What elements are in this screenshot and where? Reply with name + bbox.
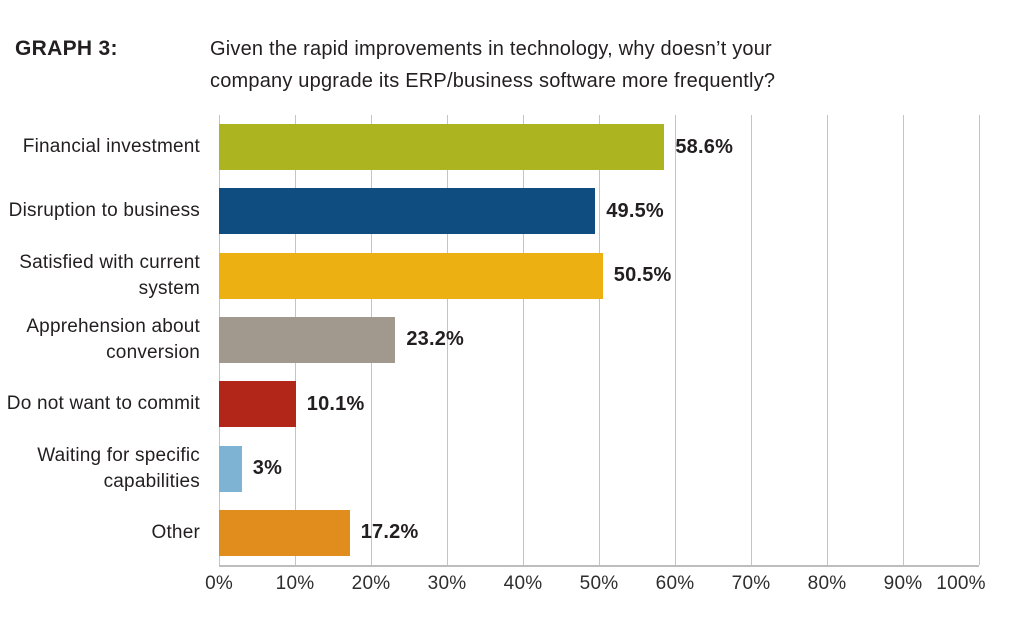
category-label: Disruption to business [8, 200, 200, 222]
bar-row: 58.6% [219, 115, 979, 179]
bar-row: 49.5% [219, 179, 979, 243]
category-label: Other [151, 521, 200, 543]
bar [219, 316, 396, 363]
x-tick-label: 90% [883, 573, 923, 594]
bar-row: 3% [219, 436, 979, 500]
gridline [447, 115, 448, 565]
gridline [599, 115, 600, 565]
x-tick-label: 50% [579, 573, 619, 594]
chart-title-line1: Given the rapid improvements in technolo… [210, 38, 772, 60]
chart-title: Given the rapid improvements in technolo… [210, 33, 910, 97]
category-label: Do not want to commit [6, 393, 200, 415]
x-tick-label: 80% [807, 573, 847, 594]
gridline [903, 115, 904, 565]
bar-row: 10.1% [219, 372, 979, 436]
x-tick-label: 0% [205, 573, 233, 594]
category-label: Satisfied with current system [19, 251, 200, 299]
bar-series: 58.6% 49.5% 50.5% 23.2% 10.1% 3% 17.2% [219, 115, 979, 565]
category-label: Waiting for specific capabilities [37, 444, 200, 492]
value-label: 10.1% [306, 392, 365, 415]
category-label: Apprehension about conversion [26, 315, 200, 363]
x-tick-label: 30% [427, 573, 467, 594]
bar [219, 509, 350, 556]
value-label: 49.5% [606, 199, 664, 222]
graph-number-label: GRAPH 3: [15, 37, 118, 60]
bar-row: 17.2% [219, 501, 979, 565]
x-tick-label: 10% [275, 573, 315, 594]
bar [219, 252, 603, 299]
chart-title-line2: company upgrade its ERP/business softwar… [210, 70, 776, 92]
x-tick-label: 60% [655, 573, 695, 594]
gridline [979, 115, 980, 565]
gridline [827, 115, 828, 565]
category-label: Financial investment [22, 136, 200, 158]
value-label: 17.2% [360, 521, 419, 544]
x-tick-label: 100% [936, 573, 986, 594]
x-tick-label: 20% [351, 573, 391, 594]
x-tick-label: 40% [503, 573, 543, 594]
x-tick-label: 70% [731, 573, 771, 594]
bar [219, 445, 242, 492]
gridline [675, 115, 676, 565]
value-label: 58.6% [675, 135, 734, 158]
value-label: 50.5% [613, 264, 672, 287]
gridline [523, 115, 524, 565]
value-label: 3% [252, 457, 283, 480]
bar [219, 124, 665, 171]
value-label: 23.2% [406, 328, 465, 351]
bar [219, 188, 596, 235]
x-axis-ticks: 0% 10% 20% 30% 40% 50% 60% 70% 80% 90% 100% [205, 573, 985, 599]
bar-row: 50.5% [219, 244, 979, 308]
plot-area: 58.6% 49.5% 50.5% 23.2% 10.1% 3% 17.2% [219, 115, 980, 567]
gridline [751, 115, 752, 565]
bar [219, 381, 296, 428]
category-axis: Financial investment Disruption to busine… [0, 115, 200, 565]
bar-row: 23.2% [219, 308, 979, 372]
